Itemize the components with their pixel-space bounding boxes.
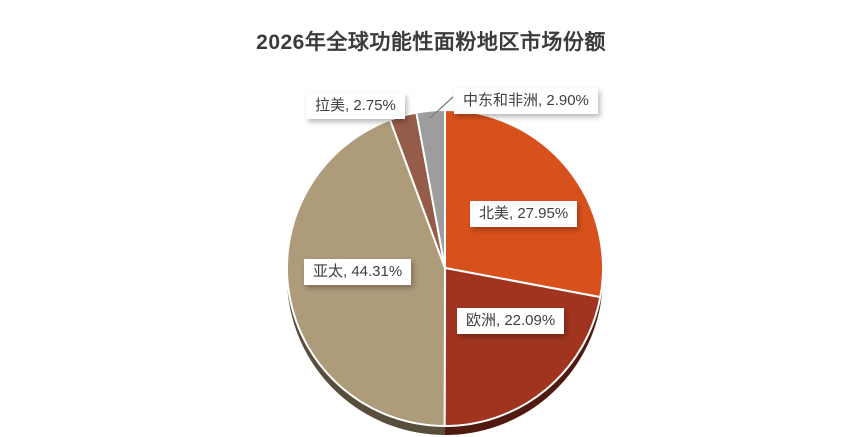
pie-slice-europe [443,267,602,428]
label-europe: 欧洲, 22.09% [457,308,565,334]
label-middle-east-africa: 中东和非洲, 2.90% [454,88,598,114]
pie-slice-mea [415,109,446,269]
label-asia-pacific: 亚太, 44.31% [304,259,412,285]
label-north-america: 北美, 27.95% [470,201,578,227]
chart-title: 2026年全球功能性面粉地区市场份额 [256,31,606,54]
leader-line-middle-east-africa [429,96,454,119]
label-latam: 拉美, 2.75% [306,93,405,119]
